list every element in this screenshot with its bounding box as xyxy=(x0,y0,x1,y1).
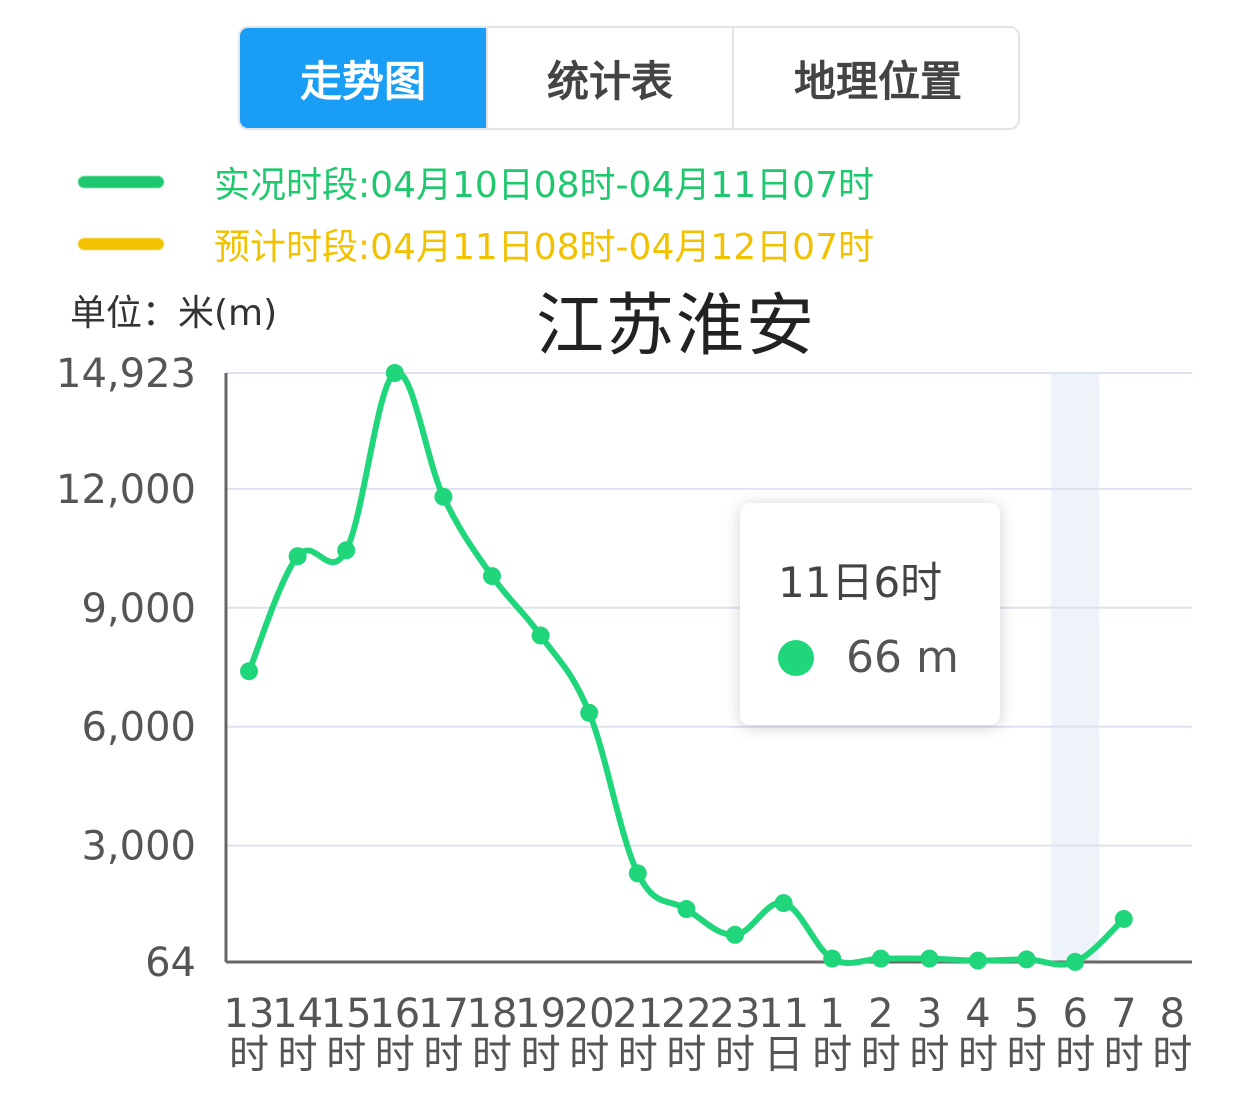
data-point xyxy=(288,547,307,566)
data-point xyxy=(969,951,987,970)
data-point xyxy=(774,894,793,913)
x-tick-label: 17 时 xyxy=(418,991,469,1078)
data-point xyxy=(1017,950,1036,969)
data-point xyxy=(920,949,939,968)
series-line xyxy=(246,369,1126,968)
data-point xyxy=(385,364,404,382)
tooltip-value: 66 m xyxy=(846,632,959,683)
tooltip-title: 11日6时 xyxy=(778,558,943,607)
x-tick-label: 23 时 xyxy=(710,991,761,1078)
tab-geo-location[interactable]: 地理位置 xyxy=(793,56,962,106)
y-tick-label: 6,000 xyxy=(81,705,196,751)
data-point xyxy=(483,567,501,586)
y-tick-label: 9,000 xyxy=(81,586,196,632)
view-tabs: 走势图 统计表 地理位置 xyxy=(238,26,1020,130)
tab-statistics-table[interactable]: 统计表 xyxy=(488,28,734,128)
highlight-band xyxy=(1051,373,1100,962)
legend-forecast-swatch xyxy=(78,238,164,250)
x-tick-label: 15 时 xyxy=(321,991,372,1078)
legend-forecast: 预计时段:04月11日08时-04月12日07时 xyxy=(78,219,874,269)
data-point xyxy=(677,900,696,919)
data-tooltip: 11日6时 66 m xyxy=(740,503,1000,725)
legend-forecast-label: 预计时段:04月11日08时-04月12日07时 xyxy=(214,227,874,268)
data-point xyxy=(823,949,842,968)
tooltip-series-dot xyxy=(778,639,814,676)
data-point xyxy=(531,626,550,645)
data-point xyxy=(240,662,258,681)
x-tick-label: 20 时 xyxy=(564,991,615,1078)
y-tick-label: 12,000 xyxy=(56,467,196,513)
data-point xyxy=(628,864,647,883)
legend-actual: 实况时段:04月10日08时-04月11日07时 xyxy=(78,157,874,207)
x-tick-label: 19 时 xyxy=(515,991,566,1078)
x-tick-label: 11 日 xyxy=(758,991,809,1078)
data-point xyxy=(871,949,890,968)
data-point xyxy=(726,925,744,944)
x-tick-label: 18 时 xyxy=(467,991,518,1078)
y-tick-label: 64 xyxy=(145,940,196,986)
x-tick-label: 13 时 xyxy=(224,991,275,1078)
data-point xyxy=(580,703,599,722)
data-point xyxy=(434,487,453,506)
legend-actual-swatch xyxy=(78,176,164,188)
y-tick-label: 3,000 xyxy=(81,824,196,870)
x-tick-label: 21 时 xyxy=(612,991,663,1078)
data-point xyxy=(1066,952,1085,971)
x-tick-label: 14 时 xyxy=(272,991,323,1078)
y-tick-label: 14,923 xyxy=(56,351,196,397)
tab-trend-chart[interactable]: 走势图 xyxy=(240,28,488,128)
unit-label: 单位：米(m) xyxy=(70,293,278,334)
data-point xyxy=(1114,909,1133,928)
data-point xyxy=(337,541,356,560)
x-tick-label: 22 时 xyxy=(661,991,712,1078)
legend-actual-label: 实况时段:04月10日08时-04月11日07时 xyxy=(214,165,874,206)
x-tick-label: 16 时 xyxy=(369,991,420,1078)
chart-title: 江苏淮安 xyxy=(536,287,817,366)
